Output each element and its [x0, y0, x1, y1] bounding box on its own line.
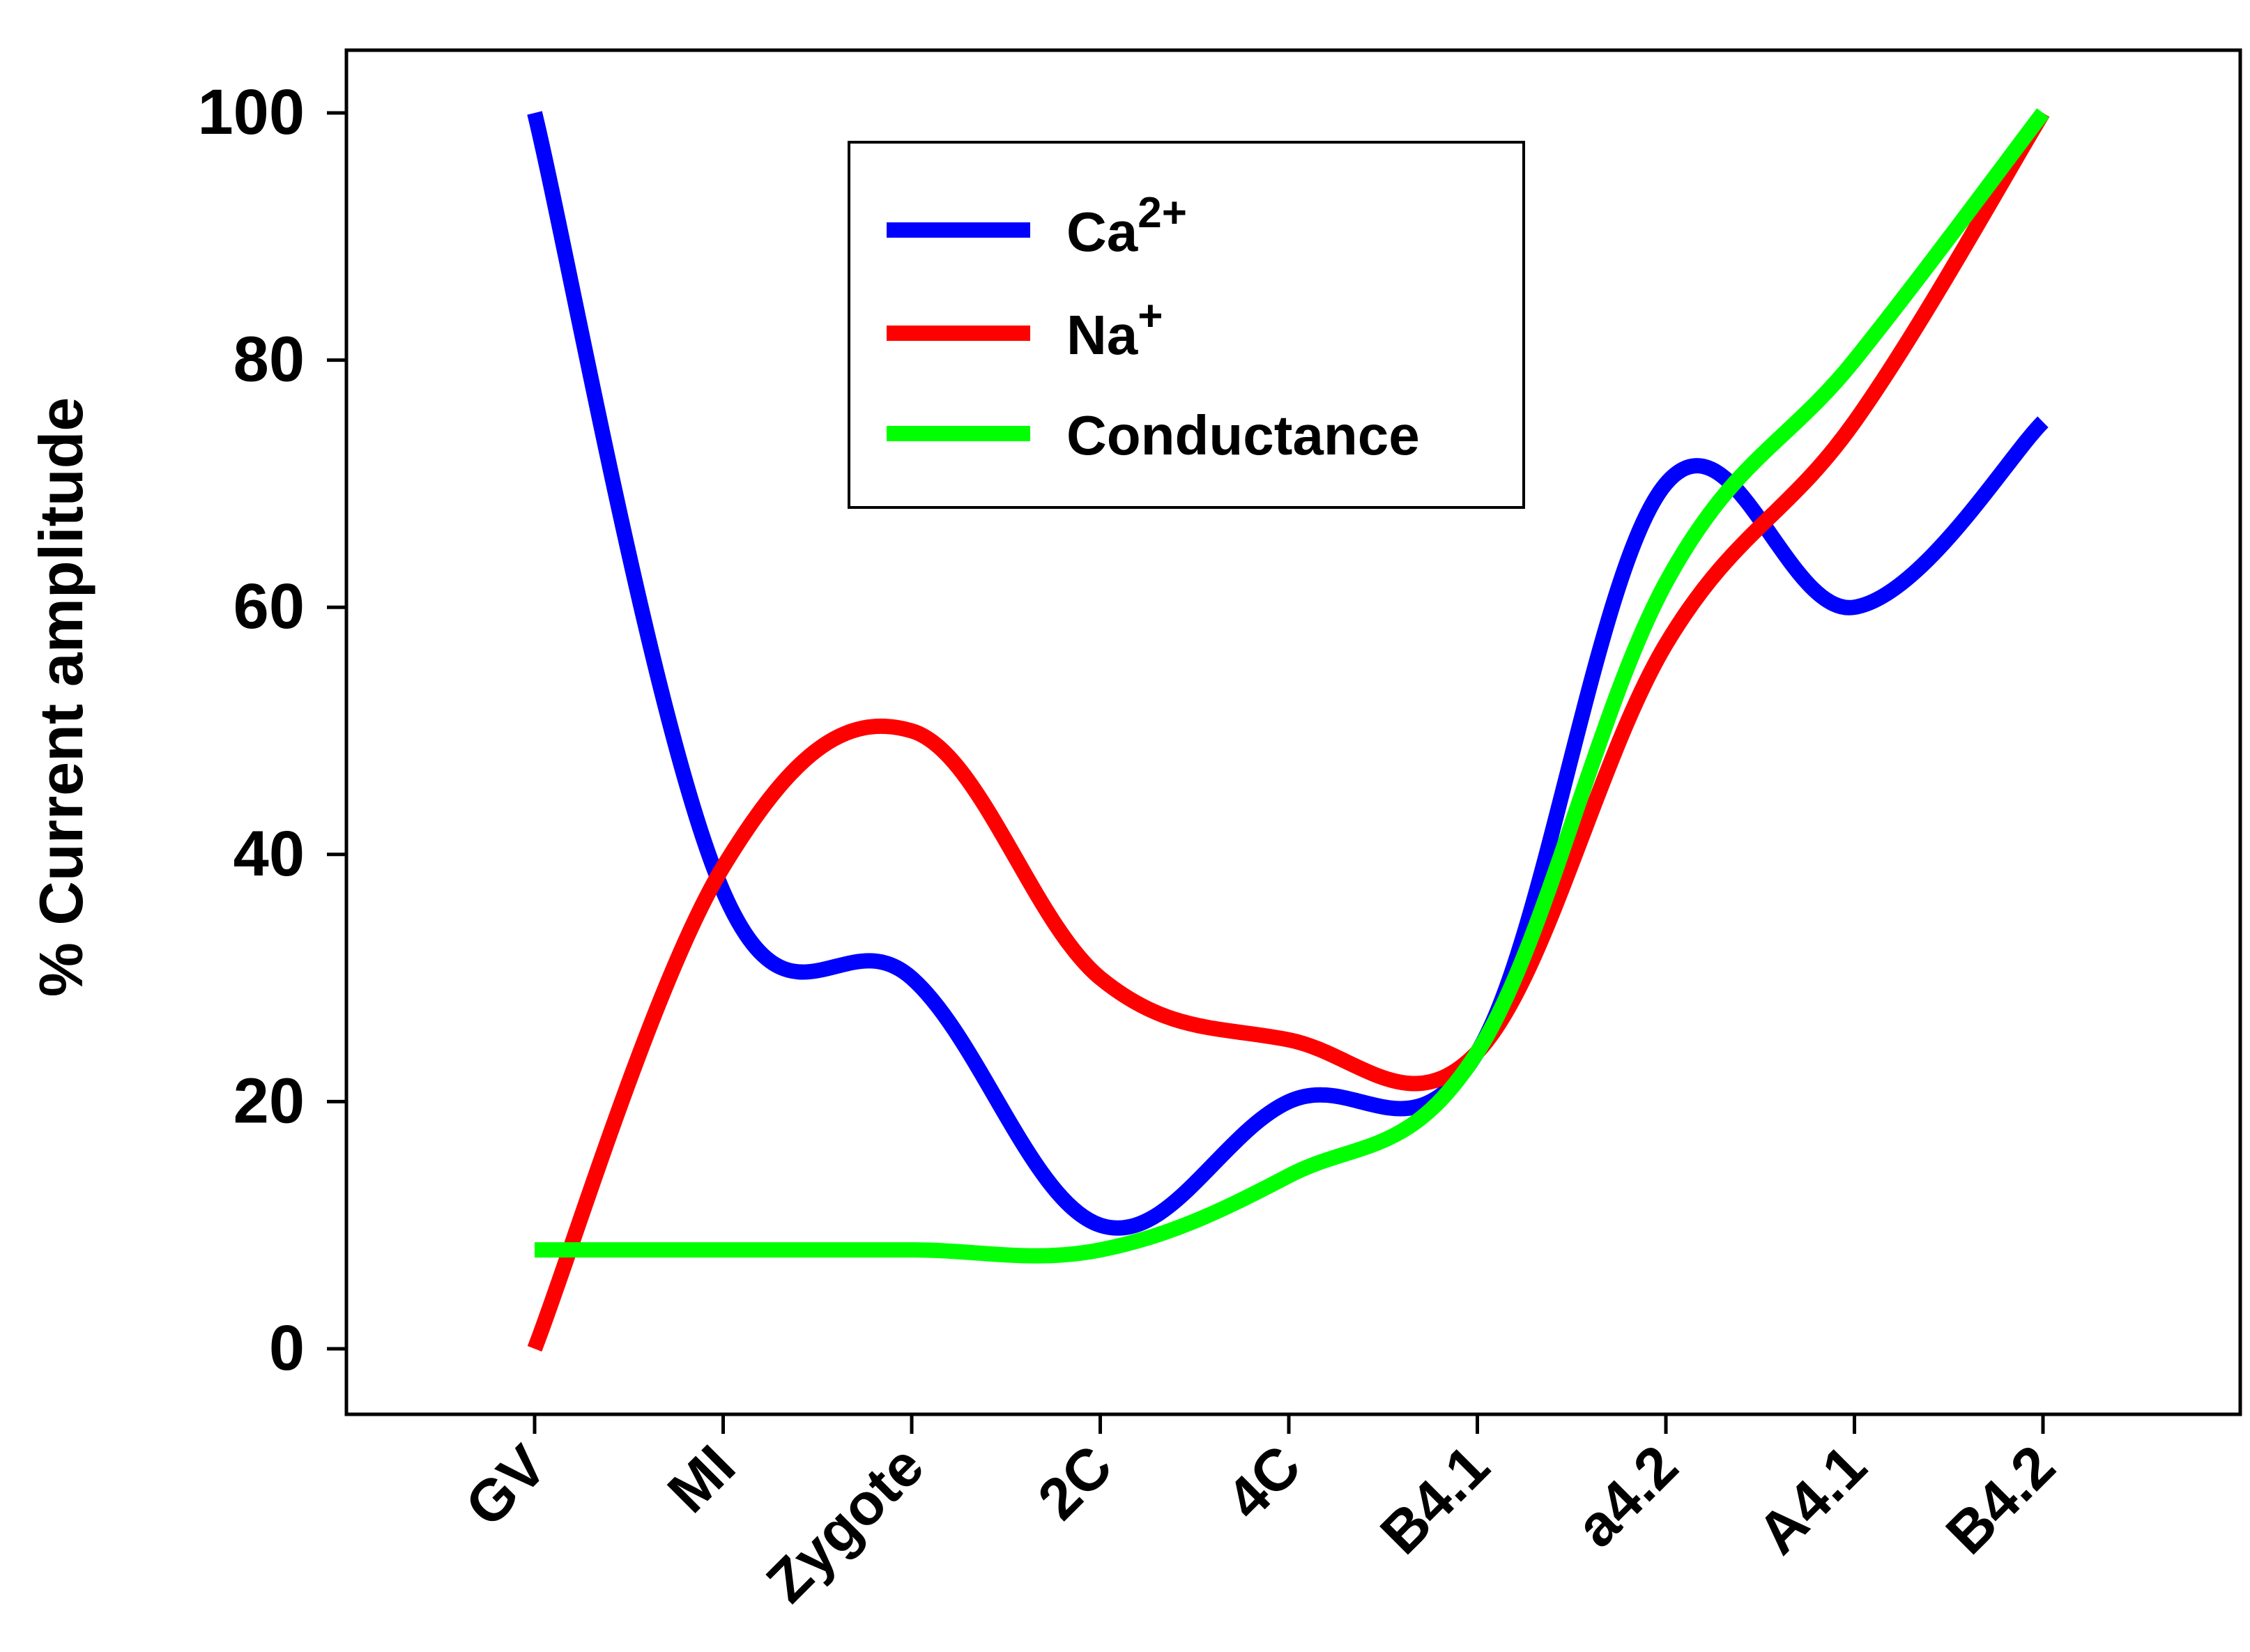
legend: Ca2+ Na+ Conductance	[848, 141, 1525, 509]
legend-label: Na+	[1066, 292, 1163, 366]
x-tick-label: 2C	[1025, 1432, 1124, 1531]
legend-label-name: Na	[1066, 304, 1138, 366]
x-tick-label: a4.2	[1563, 1432, 1690, 1559]
x-tick-label: 4C	[1214, 1432, 1312, 1531]
y-tick-label: 0	[269, 1313, 305, 1384]
legend-label-superscript: +	[1138, 292, 1163, 340]
x-tick-label: Zygote	[754, 1432, 936, 1614]
y-tick-label: 60	[234, 571, 305, 642]
x-axis: GV MI Zygote 2C 4C B4.1 a4.2 A4.1 B4.2	[452, 1414, 2067, 1614]
x-tick-label: A4.1	[1745, 1432, 1878, 1566]
y-tick-label: 20	[234, 1065, 305, 1136]
plot-area	[344, 48, 2242, 1416]
legend-label: Ca2+	[1066, 189, 1187, 263]
x-tick-label: B4.2	[1934, 1432, 2067, 1566]
y-tick-label: 100	[198, 77, 305, 148]
x-tick-label: MI	[655, 1432, 747, 1524]
x-tick-label: GV	[452, 1432, 558, 1538]
y-tick-label: 40	[234, 818, 305, 889]
x-tick-label: B4.1	[1368, 1432, 1501, 1566]
legend-label-name: Ca	[1066, 201, 1138, 263]
series-line-conductance	[535, 108, 2049, 1264]
legend-box	[848, 141, 1525, 509]
series-lines	[527, 108, 2050, 1352]
y-axis-label: % Current amplitude	[26, 397, 95, 997]
legend-label-superscript: 2+	[1138, 189, 1187, 237]
y-axis: 0 20 40 60 80 100	[198, 77, 346, 1384]
series-line-na	[527, 109, 2050, 1352]
y-tick-label: 80	[234, 324, 305, 395]
legend-label: Conductance	[1066, 404, 1420, 466]
legend-label-name: Conductance	[1066, 404, 1420, 466]
